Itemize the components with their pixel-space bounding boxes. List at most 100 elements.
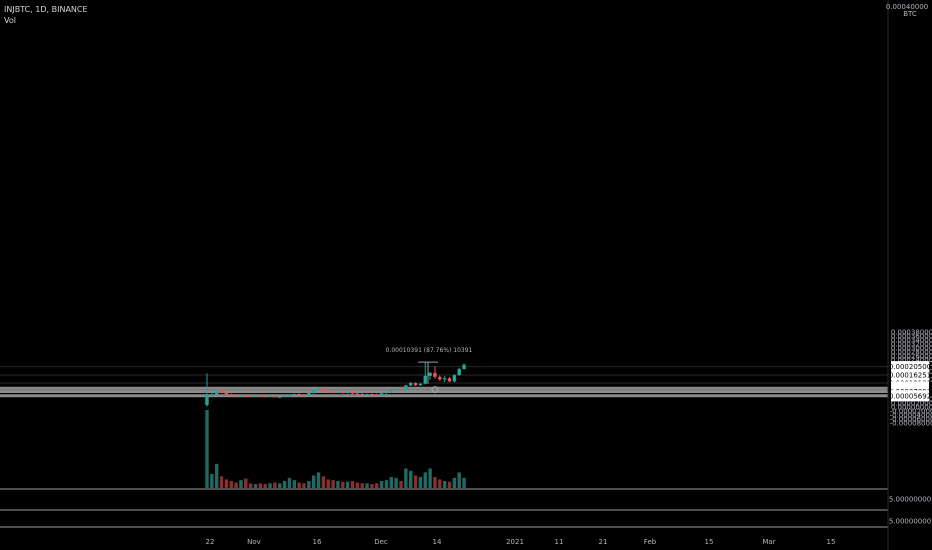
candle-body — [210, 394, 214, 396]
candle-body — [297, 393, 301, 395]
candle-body — [229, 394, 233, 396]
candle-body — [370, 393, 374, 395]
volume-bar — [331, 480, 335, 488]
candle-body — [404, 385, 408, 391]
time-axis-label: 15 — [705, 538, 714, 546]
candle-body — [438, 376, 442, 380]
volume-bar — [239, 480, 243, 488]
time-axis-label: 21 — [599, 538, 608, 546]
candle-body — [409, 382, 413, 386]
time-axis-label: 16 — [313, 538, 322, 546]
price-axis-label: 0.00034000 — [891, 337, 932, 345]
volume-bar — [297, 482, 301, 488]
volume-bar — [215, 463, 219, 488]
volume-bar — [345, 481, 350, 488]
volume-bar — [312, 475, 316, 488]
volume-bar — [418, 477, 423, 488]
candle-body — [292, 393, 296, 395]
candle-body — [336, 391, 340, 393]
candle-body — [278, 396, 282, 398]
time-axis-label: 22 — [206, 538, 215, 546]
volume-bar — [229, 480, 233, 488]
volume-axis-label: 5.00000000 — [889, 496, 931, 504]
volume-bar — [316, 472, 321, 488]
volume-bar — [438, 479, 442, 488]
candle-body — [205, 394, 209, 406]
volume-bar — [258, 483, 263, 488]
volume-bar — [263, 484, 267, 488]
candle-body — [379, 393, 384, 396]
volume-bar — [292, 480, 296, 488]
candle-body — [341, 391, 345, 394]
price-axis-label: -0.00002000 — [890, 407, 932, 415]
candle-body — [273, 395, 277, 398]
candle-body — [394, 389, 398, 391]
volume-bar — [360, 483, 364, 488]
candle-body — [433, 372, 437, 377]
candle-body — [452, 375, 457, 382]
candle-body — [316, 388, 321, 390]
candle-body — [442, 378, 447, 380]
volume-bar — [219, 476, 224, 488]
time-axis-label: 11 — [555, 538, 564, 546]
candle-body — [375, 394, 379, 396]
candle-body — [326, 391, 330, 393]
volume-bar — [389, 477, 393, 488]
volume-bar — [287, 477, 292, 488]
time-axis-label: Nov — [247, 538, 261, 546]
price-axis-label: 0.00000000 — [891, 404, 932, 412]
volume-bar — [457, 472, 461, 488]
measure-tool: 0.00010391 (87.76%) 10391 — [386, 347, 473, 394]
volume-bar — [282, 480, 287, 488]
measure-handle — [431, 386, 439, 394]
candlesticks — [205, 362, 466, 407]
time-axis-label: Feb — [644, 538, 657, 546]
price-axis-label: 0.00030000 — [891, 344, 932, 352]
measure-label: 0.00010391 (87.76%) 10391 — [386, 347, 473, 354]
candle-body — [428, 372, 432, 376]
volume-bar — [452, 477, 457, 488]
price-axis-label: -0.00008000 — [890, 419, 932, 427]
candle-body — [224, 392, 229, 395]
volume-bar — [442, 480, 447, 488]
time-axis-label: 14 — [433, 538, 442, 546]
volume-bar — [210, 473, 214, 488]
candle-body — [287, 394, 292, 396]
volume-bar — [224, 479, 229, 488]
volume-bar — [428, 468, 432, 488]
candle-body — [423, 375, 427, 384]
horizontal-lines — [0, 0, 889, 550]
price-axis-label: -0.00006000 — [890, 415, 932, 423]
volume-bar — [375, 483, 379, 488]
time-axis-label: 2021 — [506, 538, 524, 546]
candle-body — [282, 395, 287, 397]
time-axis: 22 Nov 16 Dec 14 2021 11 21 Feb 15 Mar 15 — [206, 538, 836, 546]
volume-bar — [433, 477, 437, 488]
candle-body — [215, 390, 219, 395]
volume-bar — [336, 480, 340, 488]
candle-body — [413, 382, 418, 386]
price-axis-label: 0.00002000 — [891, 400, 932, 408]
time-axis-label: Mar — [762, 538, 775, 546]
symbol-title: INJBTC, 1D, BINANCE — [4, 5, 88, 14]
candle-body — [307, 393, 311, 396]
volume-bar — [394, 477, 398, 488]
price-axis-label: 0.00028000 — [891, 348, 932, 356]
volume-bar — [379, 480, 384, 488]
volume-bars — [205, 410, 466, 488]
volume-bar — [248, 483, 253, 488]
volume-bar — [278, 483, 282, 488]
volume-bar — [399, 480, 403, 488]
candle-body — [418, 383, 423, 386]
candle-body — [219, 390, 224, 393]
candle-body — [312, 389, 316, 394]
price-axis-top-label: 0.00040000 — [886, 3, 928, 11]
candle-body — [399, 389, 403, 391]
volume-bar — [413, 475, 418, 488]
chart-header: INJBTC, 1D, BINANCE Vol — [4, 4, 88, 26]
volume-bar — [447, 481, 452, 488]
volume-bar — [341, 481, 345, 488]
time-axis-label: Dec — [374, 538, 388, 546]
price-tag-label: 0.00016251 — [889, 371, 931, 379]
